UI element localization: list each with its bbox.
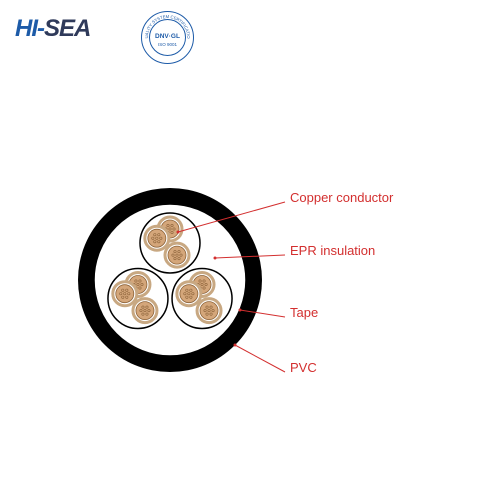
label-leader-dot [177,231,180,234]
diagram-label: Tape [290,305,318,320]
cert-sub-text: ISO 9001 [158,42,178,47]
copper-conductor [116,285,134,303]
label-leader-dot [214,257,217,260]
copper-conductor [148,229,166,247]
brand-logo: HI-SEA [15,15,90,43]
label-leader-dot [234,344,237,347]
cert-main-text: DNV·GL [155,33,180,40]
diagram-label: EPR insulation [290,243,375,258]
cable-diagram: Copper conductor EPR insulation Tape PVC [70,170,430,390]
brand-part1: HI- [15,15,44,42]
copper-conductor [168,246,186,264]
diagram-label: PVC [290,360,317,375]
copper-conductor [180,285,198,303]
copper-conductor [136,302,154,320]
label-leader-line [235,345,285,372]
label-leader-dot [239,309,242,312]
brand-part2: SEA [44,15,90,42]
diagram-label: Copper conductor [290,190,394,205]
copper-conductor [200,302,218,320]
certification-badge: QUALITY SYSTEM CERTIFICATION DNV·GL ISO … [140,10,195,65]
